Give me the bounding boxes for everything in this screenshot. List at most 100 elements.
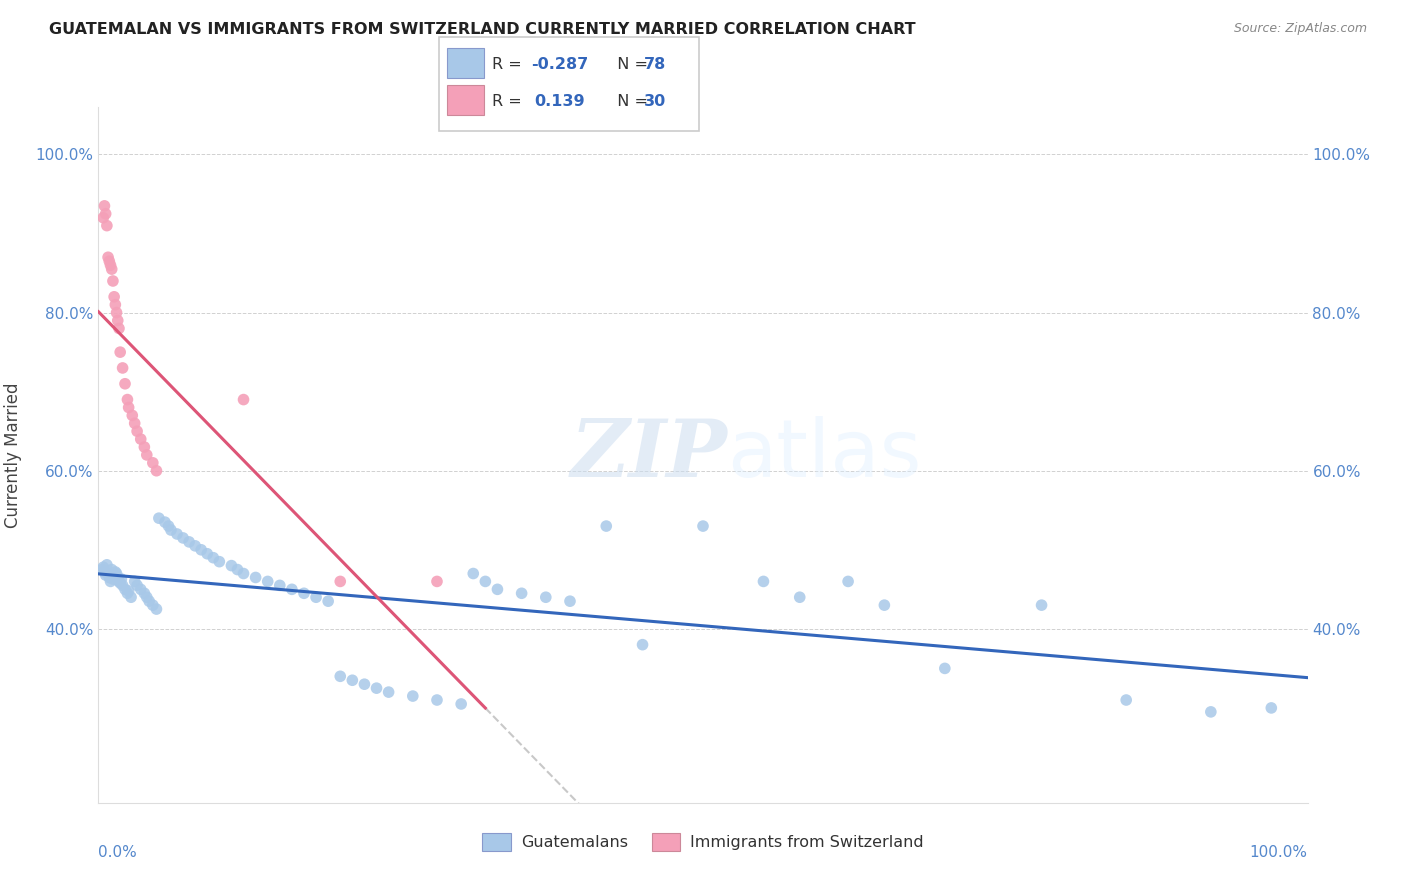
Point <box>232 392 254 407</box>
Point <box>145 464 167 478</box>
Point <box>221 558 243 573</box>
Point <box>127 578 149 592</box>
Point <box>100 262 122 277</box>
Point <box>366 681 388 695</box>
Point <box>934 661 956 675</box>
Text: 0.139: 0.139 <box>534 94 585 109</box>
Point <box>101 572 124 586</box>
Point <box>114 376 136 391</box>
Point <box>111 361 134 376</box>
Point <box>100 563 122 577</box>
Point <box>103 290 125 304</box>
Point <box>105 305 128 319</box>
Point <box>208 555 231 569</box>
Point <box>97 566 120 581</box>
Text: GUATEMALAN VS IMMIGRANTS FROM SWITZERLAND CURRENTLY MARRIED CORRELATION CHART: GUATEMALAN VS IMMIGRANTS FROM SWITZERLAN… <box>49 22 915 37</box>
Text: Source: ZipAtlas.com: Source: ZipAtlas.com <box>1233 22 1367 36</box>
Text: 30: 30 <box>644 94 666 109</box>
Point <box>377 685 399 699</box>
Point <box>100 574 122 589</box>
Point <box>463 566 485 581</box>
Point <box>135 591 157 605</box>
Point <box>94 568 117 582</box>
Text: 78: 78 <box>644 57 666 72</box>
Point <box>96 219 118 233</box>
Point <box>114 582 136 597</box>
Point <box>97 250 120 264</box>
Point <box>105 566 128 581</box>
Point <box>118 583 141 598</box>
Point <box>305 591 328 605</box>
Point <box>166 527 188 541</box>
Point <box>108 574 131 589</box>
Point <box>127 424 149 438</box>
Text: 0.0%: 0.0% <box>98 845 138 860</box>
Point <box>142 456 165 470</box>
Point <box>353 677 375 691</box>
Point <box>157 519 180 533</box>
Point <box>134 586 156 600</box>
Point <box>329 574 352 589</box>
Point <box>256 574 278 589</box>
Point <box>837 574 859 589</box>
Point <box>120 591 142 605</box>
Text: ZIP: ZIP <box>571 417 727 493</box>
Point <box>269 578 291 592</box>
Point <box>631 638 654 652</box>
Point <box>172 531 194 545</box>
Point <box>226 563 249 577</box>
Point <box>91 560 114 574</box>
Point <box>124 574 146 589</box>
Point <box>135 448 157 462</box>
Point <box>510 586 533 600</box>
Point <box>486 582 509 597</box>
Point <box>202 550 225 565</box>
Point <box>426 693 449 707</box>
Point <box>117 392 139 407</box>
Point <box>245 570 267 584</box>
Point <box>316 594 339 608</box>
Point <box>426 574 449 589</box>
Point <box>111 578 134 592</box>
Point <box>281 582 304 597</box>
Point <box>450 697 472 711</box>
Point <box>752 574 775 589</box>
Text: N =: N = <box>607 94 654 109</box>
Point <box>558 594 581 608</box>
Point <box>153 515 176 529</box>
Point <box>232 566 254 581</box>
Point <box>329 669 352 683</box>
Text: atlas: atlas <box>727 416 921 494</box>
Point <box>873 598 896 612</box>
Text: R =: R = <box>492 94 527 109</box>
Point <box>96 558 118 572</box>
Point <box>142 598 165 612</box>
Point <box>195 547 218 561</box>
Point <box>104 565 127 579</box>
Y-axis label: Currently Married: Currently Married <box>4 382 21 528</box>
Point <box>91 211 114 225</box>
Point <box>292 586 315 600</box>
Point <box>117 586 139 600</box>
Point <box>110 572 132 586</box>
Point <box>94 207 117 221</box>
Point <box>100 258 122 272</box>
Point <box>129 432 152 446</box>
Point <box>1115 693 1137 707</box>
Point <box>595 519 617 533</box>
Point <box>107 313 129 327</box>
Point <box>342 673 364 688</box>
Point <box>1260 701 1282 715</box>
Point <box>108 576 131 591</box>
Point <box>121 409 143 423</box>
Point <box>93 565 115 579</box>
Text: N =: N = <box>607 57 654 72</box>
Point <box>134 440 156 454</box>
Point <box>91 563 114 577</box>
Point <box>104 298 127 312</box>
Point <box>190 542 212 557</box>
Point <box>1199 705 1222 719</box>
Point <box>98 570 121 584</box>
Text: -0.287: -0.287 <box>531 57 589 72</box>
Point <box>789 591 811 605</box>
